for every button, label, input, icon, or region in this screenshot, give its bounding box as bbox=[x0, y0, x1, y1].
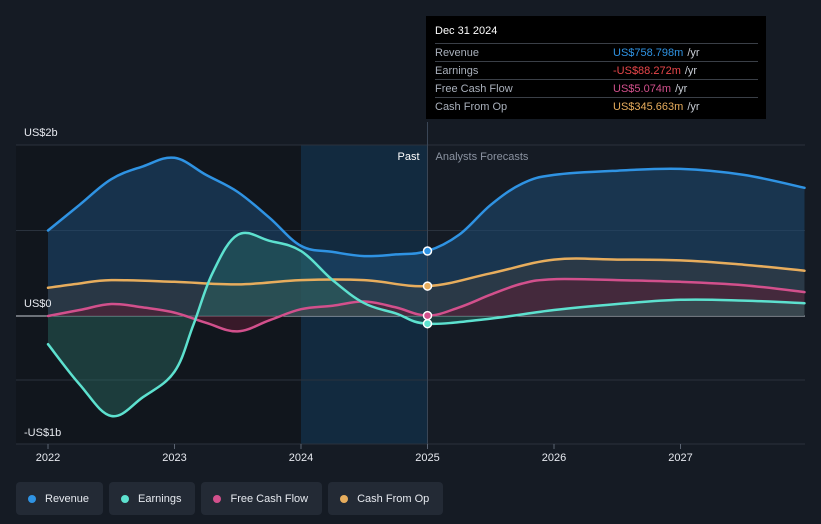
free-cash-flow-marker bbox=[422, 310, 433, 321]
series-lines bbox=[46, 156, 806, 418]
tooltip-row: Free Cash Flow US$5.074m /yr bbox=[435, 79, 758, 97]
tooltip-unit: /yr bbox=[675, 82, 688, 95]
legend-label: Cash From Op bbox=[357, 492, 430, 505]
tooltip-label: Earnings bbox=[435, 64, 479, 77]
series-markers bbox=[422, 246, 433, 329]
x-tick-label: 2027 bbox=[668, 452, 692, 464]
tooltip-value: US$5.074m bbox=[613, 82, 672, 95]
y-axis-ticks: US$2b US$0 -US$1b bbox=[24, 127, 61, 439]
free-cash-flow-line bbox=[46, 277, 806, 333]
legend-item-free-cash-flow[interactable]: Free Cash Flow bbox=[201, 482, 323, 515]
earnings-area bbox=[48, 232, 805, 417]
tooltip-value: US$345.663m bbox=[613, 100, 684, 113]
earnings-line bbox=[46, 231, 806, 418]
legend-item-revenue[interactable]: Revenue bbox=[16, 482, 104, 515]
x-tick-label: 2023 bbox=[162, 452, 186, 464]
past-label: Past bbox=[397, 151, 419, 163]
tooltip-row: Revenue US$758.798m /yr bbox=[435, 43, 758, 61]
revenue-line bbox=[46, 156, 806, 258]
revenue-area bbox=[48, 157, 805, 316]
cash-from-op-line bbox=[46, 257, 806, 290]
free-cash-flow-dot-icon bbox=[213, 494, 222, 503]
x-tick-label: 2022 bbox=[36, 452, 60, 464]
tooltip-row: Cash From Op US$345.663m /yr bbox=[435, 97, 758, 115]
y-tick-label: US$0 bbox=[24, 298, 52, 310]
x-tick-label: 2025 bbox=[415, 452, 439, 464]
revenue-dot-icon bbox=[28, 494, 36, 503]
tooltip-label: Free Cash Flow bbox=[435, 82, 513, 95]
x-tick-label: 2024 bbox=[289, 452, 313, 464]
tooltip-date: Dec 31 2024 bbox=[435, 25, 498, 37]
free-cash-flow-area bbox=[48, 279, 805, 332]
forecast-label: Analysts Forecasts bbox=[436, 151, 529, 163]
x-tick-label: 2026 bbox=[542, 452, 566, 464]
legend-item-earnings[interactable]: Earnings bbox=[109, 482, 196, 515]
earnings-marker bbox=[422, 318, 433, 329]
earnings-dot-icon bbox=[121, 494, 130, 503]
tooltip-row: Earnings -US$88.272m /yr bbox=[435, 61, 758, 79]
tooltip: Dec 31 2024 Revenue US$758.798m /yr Earn… bbox=[426, 16, 766, 119]
legend-label: Revenue bbox=[45, 492, 90, 505]
tooltip-value: -US$88.272m bbox=[613, 64, 681, 77]
legend-label: Earnings bbox=[138, 492, 182, 505]
cash-from-op-marker bbox=[422, 281, 433, 291]
cash-from-op-dot-icon bbox=[340, 494, 349, 503]
y-tick-label: -US$1b bbox=[24, 427, 61, 439]
legend-item-cash-from-op[interactable]: Cash From Op bbox=[328, 482, 444, 515]
tooltip-unit: /yr bbox=[687, 46, 700, 59]
legend: Revenue Earnings Free Cash Flow Cash Fro… bbox=[16, 482, 444, 515]
tooltip-label: Revenue bbox=[435, 46, 480, 59]
x-axis-ticks: 2022 2023 2024 2025 2026 2027 bbox=[36, 444, 693, 464]
tooltip-unit: /yr bbox=[684, 64, 698, 77]
tooltip-value: US$758.798m bbox=[613, 46, 684, 59]
tooltip-unit: /yr bbox=[687, 100, 700, 113]
tooltip-label: Cash From Op bbox=[435, 100, 508, 113]
y-tick-label: US$2b bbox=[24, 127, 58, 139]
legend-label: Free Cash Flow bbox=[230, 492, 309, 505]
revenue-marker bbox=[422, 246, 433, 256]
